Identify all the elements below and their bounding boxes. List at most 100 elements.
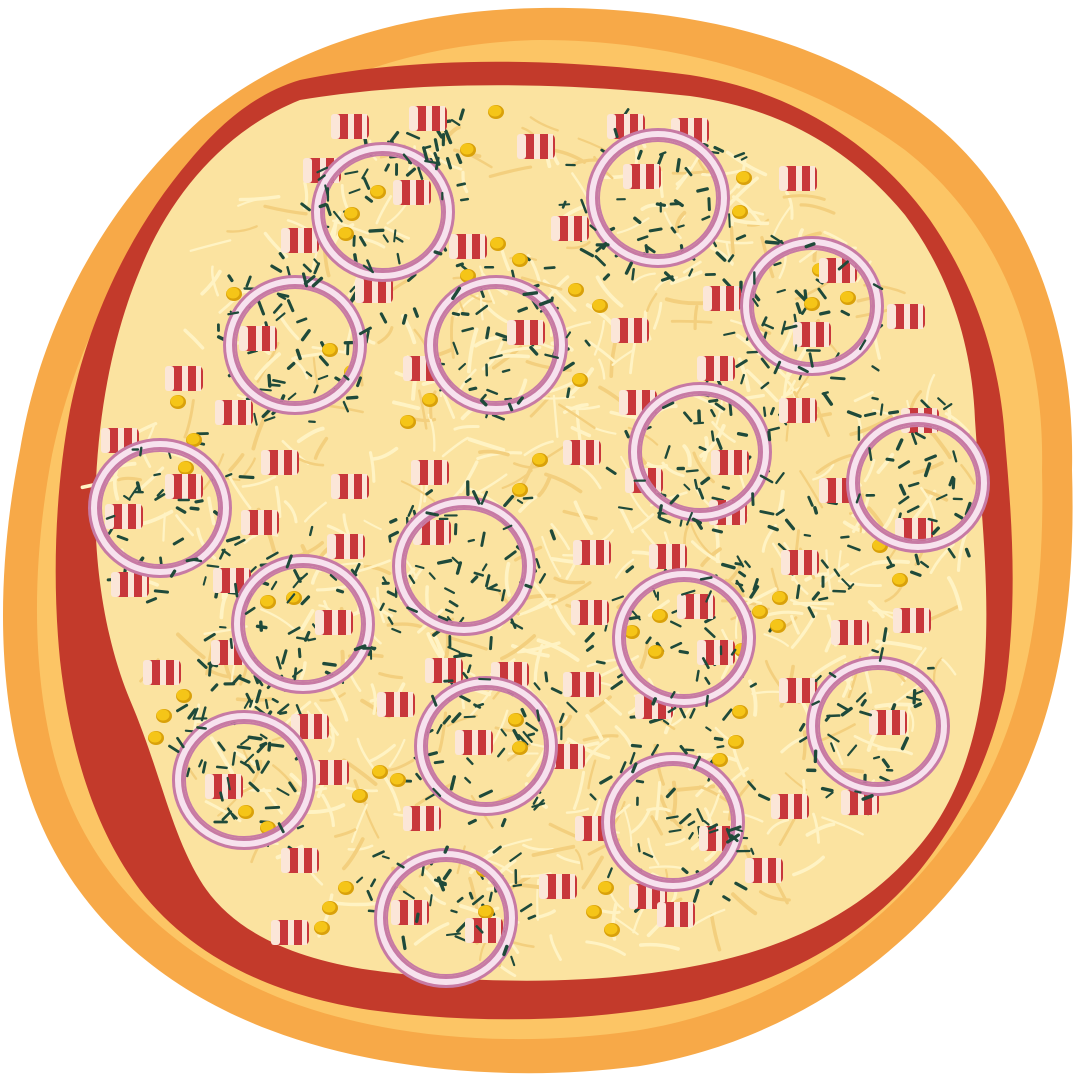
- herb-leaf: [481, 563, 488, 572]
- corn-kernel: [592, 299, 608, 313]
- cheese-shred: [518, 495, 538, 513]
- herb-leaf: [433, 138, 440, 152]
- herb-leaf: [402, 153, 413, 165]
- cheese-shred: [542, 279, 577, 312]
- cheese-shred: [709, 913, 722, 952]
- herb-leaf: [681, 867, 689, 875]
- herb-leaf: [811, 591, 820, 601]
- herb-leaf: [776, 288, 786, 294]
- herb-leaf: [299, 572, 309, 581]
- cheese-shred: [790, 614, 800, 635]
- cheese-shred: [376, 586, 386, 624]
- cheese-shred: [682, 444, 692, 468]
- herb-leaf: [227, 274, 234, 283]
- herb-leaf: [683, 411, 693, 423]
- herb-leaf: [203, 632, 216, 642]
- herb-leaf: [624, 429, 630, 439]
- herb-leaf: [840, 535, 850, 539]
- cheese-shred: [550, 557, 575, 564]
- herb-leaf: [459, 197, 470, 202]
- herb-leaf: [558, 203, 571, 206]
- herb-leaf: [197, 658, 208, 669]
- herb-leaf: [387, 616, 394, 625]
- cheese-shred: [731, 892, 758, 916]
- herb-leaf: [836, 703, 850, 712]
- herb-leaf: [794, 344, 798, 352]
- bacon-piece: [455, 730, 493, 755]
- herb-leaf: [215, 765, 228, 770]
- bacon-piece: [819, 258, 857, 283]
- bacon-piece: [563, 440, 601, 465]
- herb-leaf: [366, 259, 374, 273]
- herb-leaf: [311, 276, 324, 288]
- herb-leaf: [412, 307, 419, 318]
- herb-leaf: [450, 909, 458, 914]
- herb-leaf: [833, 568, 841, 577]
- herb-leaf: [388, 608, 397, 613]
- cheese-shred: [780, 736, 805, 754]
- herb-leaf: [878, 647, 884, 662]
- herb-leaf: [116, 534, 129, 542]
- herb-leaf: [386, 590, 396, 597]
- herb-leaf: [401, 935, 407, 951]
- herb-leaf: [153, 472, 162, 477]
- herb-leaf: [359, 235, 367, 247]
- herb-leaf: [667, 706, 677, 714]
- herb-leaf: [253, 674, 259, 685]
- herb-leaf: [920, 399, 932, 411]
- herb-leaf: [821, 391, 829, 395]
- cheese-shred: [511, 644, 550, 658]
- cheese-shred: [544, 472, 583, 494]
- onion-ring: [612, 568, 756, 708]
- herb-leaf: [913, 702, 923, 709]
- cheese-shred: [334, 828, 357, 838]
- cheese-shred: [347, 844, 374, 851]
- herb-leaf: [808, 352, 814, 368]
- herb-leaf: [480, 398, 488, 407]
- herb-leaf: [210, 683, 219, 692]
- herb-leaf: [648, 227, 663, 233]
- herb-leaf: [757, 793, 771, 801]
- herb-leaf: [722, 278, 732, 289]
- herb-leaf: [270, 264, 283, 273]
- cheese-shred: [647, 599, 670, 617]
- cheese-shred: [354, 559, 391, 574]
- cheese-shred: [698, 785, 729, 803]
- cheese-shred: [598, 358, 606, 380]
- herb-leaf: [512, 728, 521, 741]
- cheese-shred: [629, 809, 651, 834]
- corn-kernel: [736, 171, 752, 185]
- cheese-shred: [661, 461, 685, 478]
- herb-leaf: [801, 307, 807, 315]
- herb-leaf: [287, 392, 297, 401]
- herb-leaf: [798, 722, 806, 732]
- cheese-shred: [368, 451, 376, 483]
- herb-leaf: [451, 311, 461, 317]
- herb-leaf: [478, 677, 492, 681]
- bacon-piece: [771, 794, 809, 819]
- cheese-shred: [925, 373, 936, 406]
- herb-leaf: [747, 780, 757, 791]
- herb-leaf: [456, 182, 467, 187]
- cheese-shred: [228, 476, 252, 510]
- herb-leaf: [533, 682, 541, 691]
- herb-leaf: [226, 776, 231, 791]
- herb-leaf: [105, 514, 116, 520]
- herb-leaf: [782, 324, 798, 331]
- herb-leaf: [444, 587, 456, 595]
- cheese-shred: [702, 436, 709, 463]
- herb-leaf: [456, 896, 464, 903]
- herb-leaf: [784, 518, 796, 531]
- cheese-shred: [312, 357, 320, 388]
- cheese-shred: [632, 272, 656, 284]
- onion-ring: [586, 128, 730, 268]
- cheese-shred: [799, 470, 824, 509]
- herb-leaf: [669, 202, 682, 206]
- cheese-shred: [611, 348, 636, 366]
- corn-kernel: [840, 291, 856, 305]
- herb-leaf: [504, 550, 517, 561]
- herb-leaf: [389, 131, 400, 143]
- herb-leaf: [259, 733, 268, 740]
- herb-leaf: [217, 741, 226, 752]
- herb-leaf: [825, 791, 834, 799]
